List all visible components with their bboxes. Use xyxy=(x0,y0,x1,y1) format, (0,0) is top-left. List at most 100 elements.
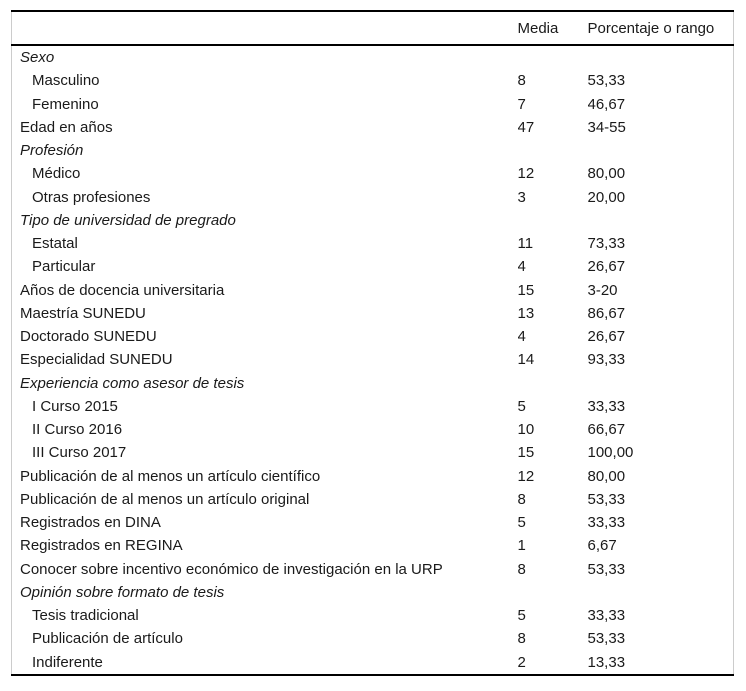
cell-value xyxy=(588,372,734,395)
cell-value: 26,67 xyxy=(587,258,626,276)
cell-media: 12 xyxy=(517,467,535,485)
column-header-media: Media xyxy=(517,11,588,46)
cell-media: 15 xyxy=(517,281,535,299)
cell-label: Registrados en REGINA xyxy=(20,537,183,555)
table-row: Masculino 8 53,33 xyxy=(12,69,734,92)
cell-value: 53,33 xyxy=(587,72,626,90)
cell-label: Registrados en DINA xyxy=(20,514,161,532)
table-row: Doctorado SUNEDU 4 26,67 xyxy=(12,325,734,348)
cell-media: 7 xyxy=(517,95,526,113)
cell-label: III Curso 2017 xyxy=(32,444,127,462)
table-row: Opinión sobre formato de tesis xyxy=(12,581,734,604)
cell-label: Experiencia como asesor de tesis xyxy=(20,374,245,392)
column-header-porcentaje-o-rango: Porcentaje o rango xyxy=(587,11,734,46)
cell-label: Maestría SUNEDU xyxy=(20,304,146,322)
cell-label: Particular xyxy=(32,258,96,276)
cell-value: 66,67 xyxy=(587,421,626,439)
cell-media xyxy=(518,139,588,162)
cell-label: Otras profesiones xyxy=(32,188,151,206)
column-header-variable xyxy=(11,11,518,46)
cell-label: Tesis tradicional xyxy=(32,607,139,625)
table-row: Indiferente 2 13,33 xyxy=(12,651,734,675)
table-row: Médico 12 80,00 xyxy=(12,162,734,185)
cell-media: 5 xyxy=(517,514,526,532)
cell-label: Indiferente xyxy=(32,653,103,671)
table-row: Especialidad SUNEDU 14 93,33 xyxy=(12,348,734,371)
cell-media: 47 xyxy=(517,118,535,136)
cell-media: 13 xyxy=(517,304,535,322)
cell-label: Publicación de artículo xyxy=(32,630,183,648)
cell-value: 73,33 xyxy=(587,235,626,253)
cell-label: II Curso 2016 xyxy=(32,421,123,439)
cell-value xyxy=(588,581,734,604)
cell-value: 46,67 xyxy=(587,95,626,113)
cell-media: 1 xyxy=(517,537,526,555)
table-row: Registrados en DINA 5 33,33 xyxy=(12,511,734,534)
cell-label: Años de docencia universitaria xyxy=(20,281,225,299)
table-row: Particular 4 26,67 xyxy=(12,255,734,278)
cell-value: 34-55 xyxy=(587,118,626,136)
cell-label: Sexo xyxy=(20,49,55,67)
table-row: Estatal 11 73,33 xyxy=(12,232,734,255)
cell-value: 20,00 xyxy=(587,188,626,206)
cell-label: Edad en años xyxy=(20,118,113,136)
cell-value: 80,00 xyxy=(587,165,626,183)
cell-value: 53,33 xyxy=(587,560,626,578)
table-row: Profesión xyxy=(12,139,734,162)
table-row: Femenino 7 46,67 xyxy=(12,93,734,116)
cell-media: 4 xyxy=(517,328,526,346)
cell-media: 5 xyxy=(517,397,526,415)
cell-media: 3 xyxy=(517,188,526,206)
table-row: Registrados en REGINA 1 6,67 xyxy=(12,534,734,557)
table-row: Maestría SUNEDU 13 86,67 xyxy=(12,302,734,325)
cell-label: I Curso 2015 xyxy=(32,397,118,415)
cell-value: 33,33 xyxy=(587,514,626,532)
table-row: Años de docencia universitaria 15 3-20 xyxy=(12,279,734,302)
cell-value: 13,33 xyxy=(587,653,626,671)
cell-value: 53,33 xyxy=(587,490,626,508)
table-row: Tesis tradicional 5 33,33 xyxy=(12,604,734,627)
cell-media: 8 xyxy=(517,560,526,578)
table-row: II Curso 2016 10 66,67 xyxy=(12,418,734,441)
table-row: Publicación de al menos un artículo cien… xyxy=(12,465,734,488)
cell-value: 26,67 xyxy=(587,328,626,346)
cell-value: 80,00 xyxy=(587,467,626,485)
cell-value: 100,00 xyxy=(587,444,634,462)
cell-media: 2 xyxy=(517,653,526,671)
cell-label: Especialidad SUNEDU xyxy=(20,351,173,369)
cell-label: Estatal xyxy=(32,235,78,253)
table-row: Edad en años 47 34-55 xyxy=(12,116,734,139)
cell-media xyxy=(518,581,588,604)
table-row: Publicación de artículo 8 53,33 xyxy=(12,627,734,650)
cell-label: Masculino xyxy=(32,72,100,90)
table-row: Conocer sobre incentivo económico de inv… xyxy=(12,558,734,581)
header-row: Media Porcentaje o rango xyxy=(11,11,734,46)
cell-media xyxy=(518,45,588,69)
table-row: Otras profesiones 3 20,00 xyxy=(12,186,734,209)
cell-label: Médico xyxy=(32,165,81,183)
cell-value: 3-20 xyxy=(587,281,618,299)
cell-value: 33,33 xyxy=(587,607,626,625)
cell-media: 14 xyxy=(517,351,535,369)
cell-media xyxy=(518,372,588,395)
cell-value: 33,33 xyxy=(587,397,626,415)
cell-media: 11 xyxy=(517,235,534,253)
cell-label: Opinión sobre formato de tesis xyxy=(20,583,225,601)
cell-value: 93,33 xyxy=(587,351,626,369)
cell-value xyxy=(588,139,734,162)
cell-value xyxy=(588,45,734,69)
cell-media: 12 xyxy=(517,165,535,183)
table-row: Sexo xyxy=(12,45,734,69)
cell-label: Publicación de al menos un artículo cien… xyxy=(20,467,321,485)
cell-media xyxy=(518,209,588,232)
cell-label: Femenino xyxy=(32,95,99,113)
table-row: Experiencia como asesor de tesis xyxy=(12,372,734,395)
table-row: Publicación de al menos un artículo orig… xyxy=(12,488,734,511)
cell-media: 8 xyxy=(517,630,526,648)
cell-label: Doctorado SUNEDU xyxy=(20,328,157,346)
cell-label: Publicación de al menos un artículo orig… xyxy=(20,490,310,508)
cell-media: 8 xyxy=(517,490,526,508)
descriptive-stats-table: Media Porcentaje o rango Sexo Masculino 8 5… xyxy=(11,10,734,676)
cell-value: 53,33 xyxy=(587,630,626,648)
cell-value: 86,67 xyxy=(587,304,626,322)
